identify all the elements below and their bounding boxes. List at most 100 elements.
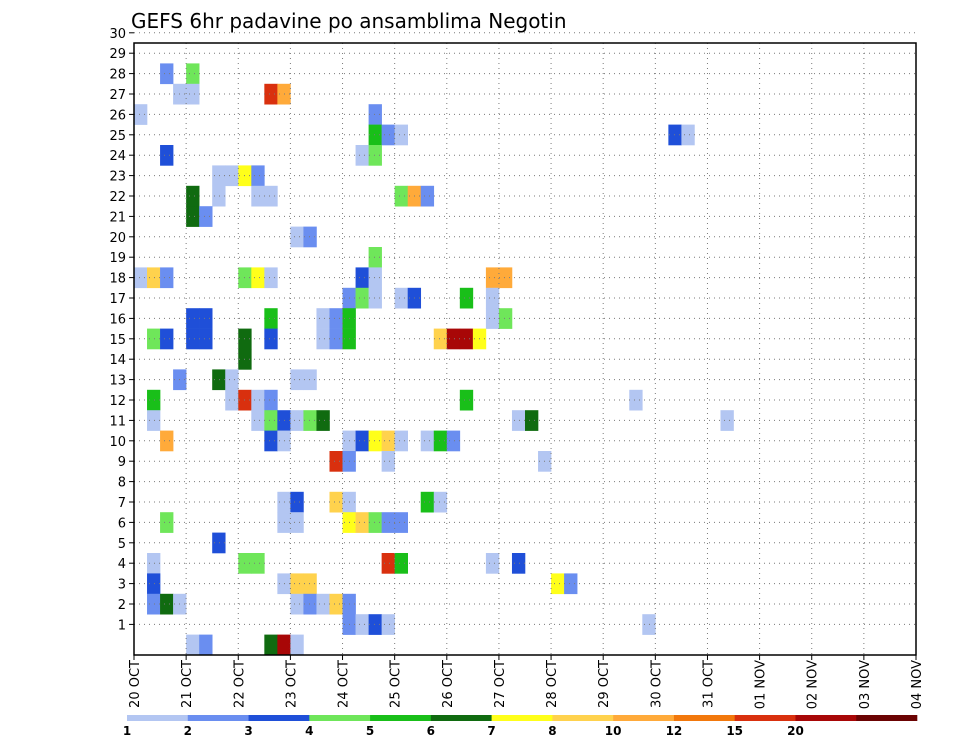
colorbar-swatch <box>248 715 310 721</box>
precip-cell <box>160 430 174 452</box>
precip-cell <box>186 634 200 656</box>
colorbar-swatch <box>673 715 735 721</box>
precip-cell <box>199 206 213 227</box>
precip-cell <box>368 287 382 309</box>
precip-cell <box>394 430 408 452</box>
precip-cell <box>212 369 226 391</box>
colorbar-label: 1 <box>123 724 131 738</box>
precip-cell <box>394 512 408 533</box>
precip-cell <box>264 389 278 411</box>
precip-cell <box>160 145 174 166</box>
x-tick-label: 30 OCT <box>649 660 664 708</box>
x-axis: 20 OCT 21 OCT 22 OCT 23 OCT 24 OCT 25 OCT 26 O… <box>128 655 925 709</box>
precip-cell <box>290 634 304 656</box>
plot-frame <box>133 42 917 656</box>
y-tick-label: 7 <box>118 496 126 511</box>
precip-cell <box>147 593 161 615</box>
precip-cell <box>251 165 265 187</box>
precip-cell <box>290 226 304 248</box>
precip-cell <box>355 512 369 533</box>
y-tick-label: 13 <box>109 374 126 389</box>
colorbar-legend: 1 2 3 4 5 6 7 8 10 12 15 20 <box>123 715 918 738</box>
precip-cell <box>355 430 369 452</box>
x-tick-label: 25 OCT <box>389 660 404 708</box>
colorbar-label: 6 <box>427 724 435 738</box>
colorbar-label: 4 <box>305 724 313 738</box>
precip-cell <box>394 124 408 146</box>
x-tick-label: 04 NOV <box>910 660 925 709</box>
chart-title: GEFS 6hr padavine po ansamblima Negotin <box>131 9 567 33</box>
y-tick-label: 9 <box>118 455 126 470</box>
precip-cell <box>420 185 435 207</box>
precip-cell <box>381 512 395 533</box>
precip-cell <box>459 287 474 309</box>
precip-cell <box>485 287 500 309</box>
colorbar-label: 3 <box>244 724 252 738</box>
precip-cell <box>355 287 369 309</box>
y-tick-label: 18 <box>109 272 126 287</box>
precip-cell <box>485 308 500 329</box>
precip-cell <box>225 389 239 411</box>
y-tick-label: 17 <box>109 292 126 307</box>
y-tick-label: 15 <box>109 333 126 348</box>
y-tick-label: 28 <box>109 68 126 83</box>
precip-cell <box>134 267 148 289</box>
precip-cell <box>186 206 200 227</box>
precip-cell <box>368 512 382 533</box>
colorbar-swatch <box>187 715 249 721</box>
grid-lines <box>134 32 916 655</box>
precip-cell <box>394 287 408 309</box>
y-tick-label: 16 <box>109 312 126 327</box>
precip-cell <box>290 491 304 513</box>
y-tick-label: 4 <box>118 557 126 572</box>
y-tick-label: 6 <box>118 516 126 531</box>
precip-cell <box>433 491 448 513</box>
precip-cell <box>511 553 526 574</box>
precip-cell <box>368 430 382 452</box>
precip-cell <box>147 573 161 595</box>
precip-cell <box>642 614 656 635</box>
precip-cell <box>264 430 278 452</box>
precip-cell <box>511 410 526 431</box>
x-tick-label: 31 OCT <box>701 660 716 708</box>
precip-cell <box>264 328 278 350</box>
x-tick-label: 20 OCT <box>128 660 143 708</box>
precip-cell <box>381 553 395 574</box>
x-tick-label: 23 OCT <box>284 660 299 708</box>
precip-cell <box>251 410 265 431</box>
precip-cell <box>303 573 317 595</box>
precip-cell <box>485 267 500 289</box>
precip-cell <box>381 430 395 452</box>
precip-cell <box>225 369 239 391</box>
y-tick-label: 25 <box>109 129 126 144</box>
precip-cell <box>629 389 643 411</box>
y-tick-label: 8 <box>118 476 126 491</box>
precip-cell <box>199 634 213 656</box>
colorbar-swatch <box>856 715 918 721</box>
precip-cell <box>551 573 565 595</box>
colorbar-label: 8 <box>548 724 556 738</box>
precip-cell <box>199 328 213 350</box>
y-tick-label: 14 <box>109 353 126 368</box>
precip-cell <box>433 430 448 452</box>
precip-cell <box>446 328 461 350</box>
y-tick-label: 5 <box>118 537 126 552</box>
precip-cell <box>186 83 200 105</box>
colorbar-label: 20 <box>787 724 804 738</box>
precip-cell <box>147 553 161 574</box>
precip-cell <box>525 410 539 431</box>
precip-cell <box>147 267 161 289</box>
precip-cell <box>277 634 291 656</box>
precip-cell <box>134 104 148 125</box>
precip-cell <box>212 532 226 554</box>
precip-cell <box>329 593 343 615</box>
y-tick-label: 27 <box>109 88 126 103</box>
precip-cell <box>394 185 408 207</box>
precip-cell <box>264 267 278 289</box>
precip-cell <box>564 573 578 595</box>
precip-cell <box>303 369 317 391</box>
precip-cell <box>303 410 317 431</box>
precip-cell <box>368 124 382 146</box>
x-tick-label: 02 NOV <box>806 660 821 709</box>
precip-cell <box>147 389 161 411</box>
